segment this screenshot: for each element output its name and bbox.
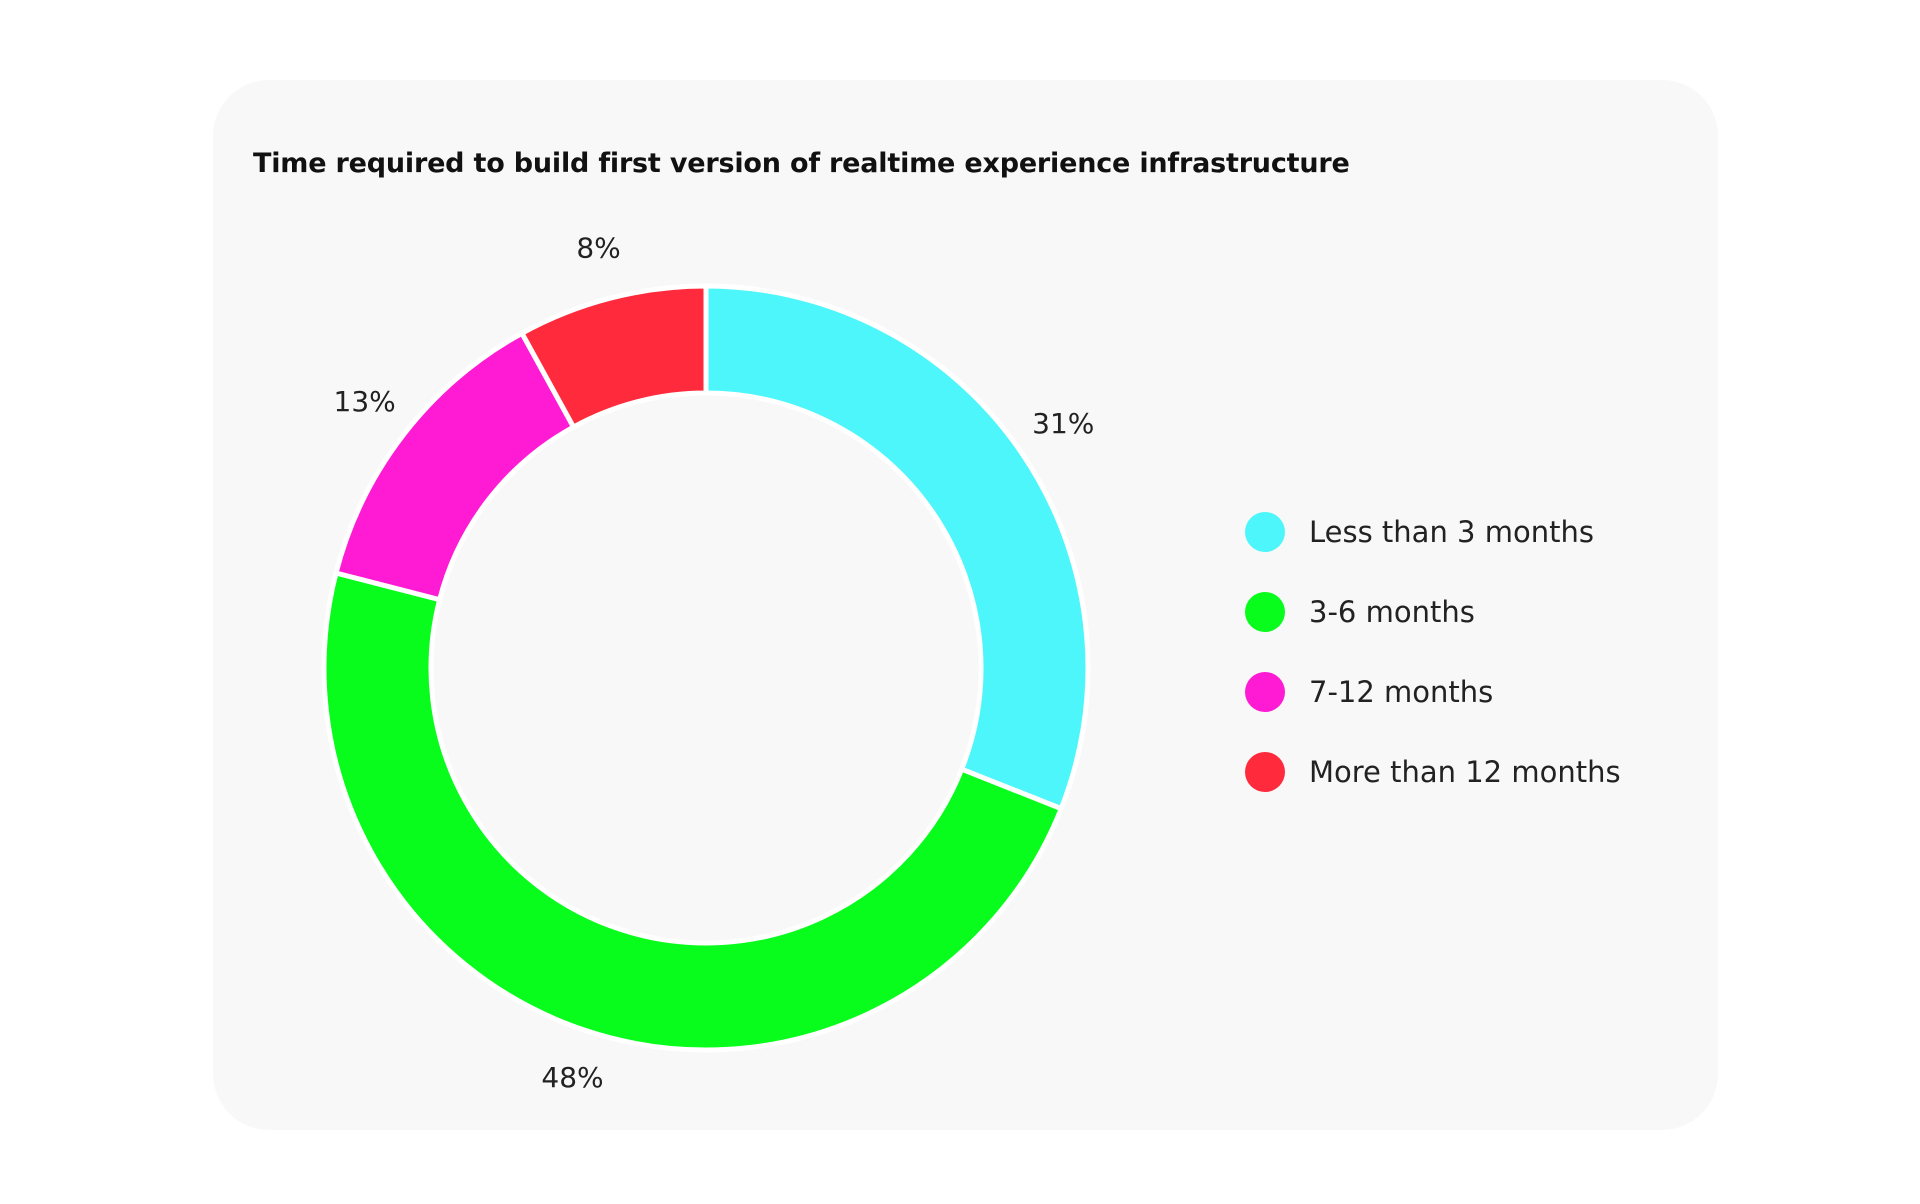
legend-label: More than 12 months [1309, 755, 1621, 789]
value-label: 8% [576, 232, 620, 265]
value-label: 31% [1032, 407, 1094, 440]
legend-swatch [1245, 752, 1285, 792]
donut-slice-more-than-12-months [518, 283, 709, 431]
donut-slice-7-12-months [332, 329, 577, 603]
legend-label: 3-6 months [1309, 595, 1475, 629]
legend-label: 7-12 months [1309, 675, 1494, 709]
legend-swatch [1245, 512, 1285, 552]
legend-label: Less than 3 months [1309, 515, 1594, 549]
donut-value-labels: 31% 48% 13% 8% [334, 232, 1095, 1094]
value-label: 13% [334, 385, 396, 418]
legend-swatch [1245, 672, 1285, 712]
chart-card: Time required to build first version of … [213, 80, 1718, 1130]
donut-slices [321, 283, 1091, 1053]
value-label: 48% [541, 1061, 603, 1094]
donut-slice-3-6-months [321, 569, 1065, 1053]
donut-chart: 31% 48% 13% 8% [321, 232, 1095, 1094]
chart-title: Time required to build first version of … [253, 148, 1350, 179]
legend-swatch [1245, 592, 1285, 632]
donut-slice-less-than-3-months [703, 283, 1091, 812]
